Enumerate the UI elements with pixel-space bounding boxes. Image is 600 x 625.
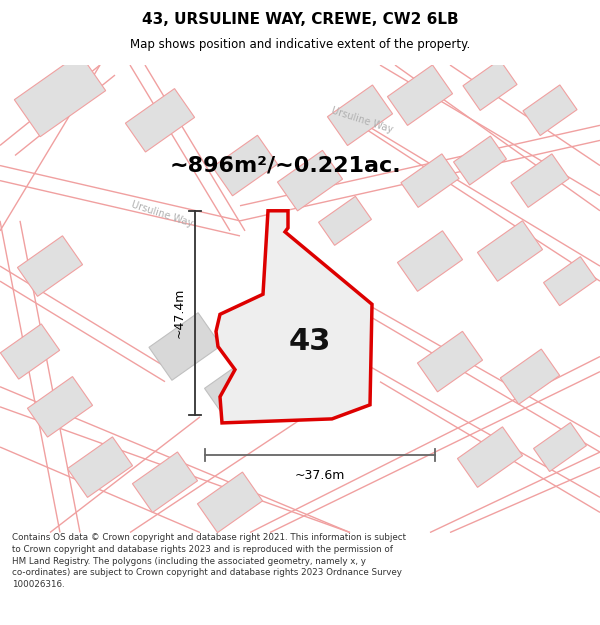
Polygon shape bbox=[149, 312, 221, 380]
Text: Ursuline Way: Ursuline Way bbox=[130, 199, 194, 229]
Polygon shape bbox=[388, 65, 452, 126]
Text: ~896m²/~0.221ac.: ~896m²/~0.221ac. bbox=[170, 156, 401, 176]
Polygon shape bbox=[212, 135, 278, 196]
Polygon shape bbox=[1, 324, 59, 379]
Text: Map shows position and indicative extent of the property.: Map shows position and indicative extent… bbox=[130, 38, 470, 51]
Polygon shape bbox=[197, 472, 263, 532]
Polygon shape bbox=[277, 151, 343, 211]
Text: ~37.6m: ~37.6m bbox=[295, 469, 345, 482]
Polygon shape bbox=[500, 349, 560, 404]
Polygon shape bbox=[533, 422, 586, 471]
Text: 43, URSULINE WAY, CREWE, CW2 6LB: 43, URSULINE WAY, CREWE, CW2 6LB bbox=[142, 12, 458, 27]
Text: 43: 43 bbox=[289, 327, 331, 356]
Polygon shape bbox=[401, 154, 459, 208]
Polygon shape bbox=[133, 452, 197, 512]
Polygon shape bbox=[457, 427, 523, 488]
Polygon shape bbox=[523, 85, 577, 136]
Polygon shape bbox=[511, 154, 569, 208]
Polygon shape bbox=[463, 60, 517, 111]
Text: ~47.4m: ~47.4m bbox=[173, 288, 186, 338]
Polygon shape bbox=[319, 196, 371, 246]
Polygon shape bbox=[67, 437, 133, 498]
Text: Contains OS data © Crown copyright and database right 2021. This information is : Contains OS data © Crown copyright and d… bbox=[12, 533, 406, 589]
Polygon shape bbox=[478, 221, 542, 281]
Polygon shape bbox=[17, 236, 83, 296]
Text: Ursuline Way: Ursuline Way bbox=[330, 106, 394, 135]
Polygon shape bbox=[328, 85, 392, 146]
Polygon shape bbox=[418, 331, 482, 392]
Polygon shape bbox=[544, 257, 596, 306]
Polygon shape bbox=[454, 136, 506, 185]
Polygon shape bbox=[28, 376, 92, 437]
Polygon shape bbox=[397, 231, 463, 291]
Polygon shape bbox=[14, 54, 106, 137]
Polygon shape bbox=[216, 211, 372, 423]
Polygon shape bbox=[205, 354, 275, 419]
Polygon shape bbox=[125, 89, 194, 152]
